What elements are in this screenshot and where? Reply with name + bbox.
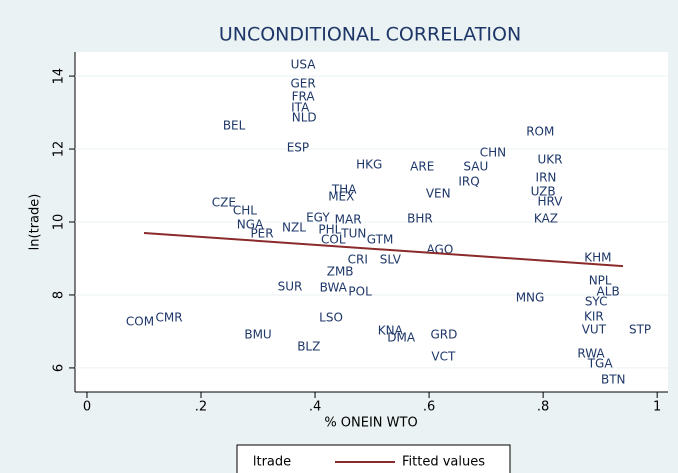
point-label: BMU [244, 328, 271, 342]
point-label: VCT [431, 349, 456, 363]
y-tick-label: 6 [52, 364, 67, 372]
point-label: ARE [410, 159, 434, 173]
point-label: HKG [356, 158, 382, 172]
point-label: TUN [340, 227, 366, 241]
x-tick-label: .2 [195, 400, 207, 415]
point-label: TGA [587, 356, 614, 370]
point-label: PER [250, 227, 273, 241]
point-label: ITA [291, 101, 310, 115]
point-label: SYC [585, 294, 608, 308]
point-label: ALB [597, 285, 620, 299]
point-label: BWA [320, 281, 348, 295]
fitted-line [143, 231, 624, 268]
legend-label: ltrade [253, 455, 291, 470]
point-label: MNG [516, 290, 545, 304]
point-label: PHL [318, 223, 341, 237]
y-tick-label: 8 [52, 291, 67, 299]
point-label: ESP [287, 140, 309, 154]
point-label: SLV [380, 252, 402, 266]
point-label: UKR [537, 152, 562, 166]
point-label: NZL [282, 220, 306, 234]
point-label: BTN [601, 372, 626, 386]
point-label: KIR [584, 309, 604, 323]
point-label: STP [629, 322, 651, 336]
point-label: VUT [582, 322, 607, 336]
point-label: THA [331, 182, 357, 196]
point-label: BHR [407, 212, 433, 226]
point-label: LSO [319, 310, 343, 324]
point-label: SAU [463, 159, 488, 173]
point-label: IRQ [458, 174, 479, 188]
x-tick-label: .8 [537, 400, 549, 415]
point-label: SUR [278, 279, 303, 293]
legend-label: Fitted values [402, 455, 485, 470]
point-label: ROM [526, 124, 554, 138]
point-label: CMR [156, 310, 183, 324]
y-tick-label: 10 [52, 214, 67, 231]
point-label: HRV [538, 194, 564, 208]
point-label: FRA [292, 90, 316, 104]
point-label: DMA [387, 331, 416, 345]
point-label: GRD [430, 328, 457, 342]
point-label: CZE [212, 196, 236, 210]
point-label: COM [126, 314, 154, 328]
x-tick-label: .4 [309, 400, 321, 415]
point-label: KAZ [534, 212, 558, 226]
point-label: KHM [584, 251, 611, 265]
point-label: EGY [306, 210, 330, 224]
point-label: ZMB [327, 264, 354, 278]
point-label: NPL [589, 274, 612, 288]
x-tick-label: .6 [423, 400, 435, 415]
point-label: VEN [426, 186, 451, 200]
point-label: BEL [223, 119, 246, 133]
x-axis-title: % ONEIN WTO [324, 416, 417, 431]
point-label: COL [321, 232, 346, 246]
y-tick-label: 12 [52, 141, 67, 158]
chart-title: UNCONDITIONAL CORRELATION [219, 24, 521, 46]
point-label: CHL [233, 204, 257, 218]
y-axis-title: ln(trade) [28, 194, 43, 251]
point-label: IRN [536, 170, 557, 184]
point-label: USA [291, 58, 317, 72]
point-label: NGA [237, 217, 264, 231]
point-label: RWA [577, 347, 605, 361]
point-label: MEX [328, 190, 354, 204]
point-label: GER [290, 77, 315, 91]
x-tick-label: 0 [83, 400, 91, 415]
point-label: KNA [378, 324, 404, 338]
legend-box [236, 444, 511, 473]
point-label: GTM [367, 232, 394, 246]
point-label: BLZ [297, 339, 320, 353]
point-label: POL [348, 285, 372, 299]
point-label: UZB [531, 185, 556, 199]
point-label: MAR [335, 213, 362, 227]
x-tick-label: 1 [653, 400, 661, 415]
y-tick-label: 14 [52, 68, 67, 85]
point-label: NLD [292, 111, 317, 125]
point-label: CRI [348, 252, 368, 266]
point-label: CHN [480, 146, 506, 160]
